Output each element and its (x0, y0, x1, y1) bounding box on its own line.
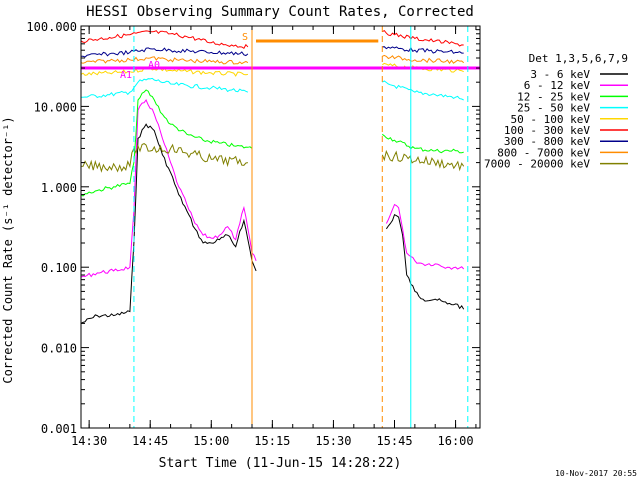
legend-entry-label: 3 - 6 keV (530, 68, 590, 81)
chart-title: HESSI Observing Summary Count Rates, Cor… (86, 4, 474, 20)
annotation-label-a1: A1 (120, 70, 132, 81)
x-tick-label: 15:45 (376, 434, 412, 448)
legend-title: Det 1,3,5,6,7,9 (529, 52, 628, 65)
legend-entry-label: 50 - 100 keV (511, 113, 591, 126)
legend-entry-label: 7000 - 20000 keV (484, 158, 590, 171)
series-line-7000-20000-kev (80, 143, 465, 173)
series-line-12-25-kev (80, 89, 464, 197)
y-tick-label: 1.000 (41, 181, 77, 195)
x-tick-label: 16:00 (438, 434, 474, 448)
x-tick-label: 15:15 (254, 434, 290, 448)
series-line-50-100-kev (80, 62, 464, 77)
y-tick-label: 0.010 (41, 342, 77, 356)
x-tick-label: 14:45 (132, 434, 168, 448)
legend-entry-label: 6 - 12 keV (524, 79, 591, 92)
legend-entry-label: 800 - 7000 keV (497, 146, 590, 159)
y-axis-label: Corrected Count Rate (s⁻¹ detector⁻¹) (1, 116, 15, 383)
series-line-6-12-kev (80, 99, 465, 278)
series-line-100-300-kev (80, 29, 464, 50)
legend-entry-label: 100 - 300 keV (504, 124, 590, 137)
y-tick-label: 0.001 (41, 422, 77, 436)
legend-entry-label: 25 - 50 keV (517, 102, 590, 115)
axes: 0.001 0.010 0.100 1.000 10.000 100.000 14:30 14… (26, 20, 481, 448)
series-line-800-7000-kev (80, 54, 465, 65)
annotation-label-s: S (242, 32, 248, 43)
y-tick-label: 0.100 (41, 261, 77, 275)
x-axis-label: Start Time (11-Jun-15 14:28:22) (159, 456, 402, 471)
x-tick-label: 15:00 (193, 434, 229, 448)
legend-entry-label: 12 - 25 keV (517, 90, 590, 103)
plot-area: A1 A0 S (80, 26, 480, 428)
legend-entry-label: 300 - 800 keV (504, 135, 590, 148)
series-line-25-50-kev (81, 77, 464, 101)
series-line-300-800-kev (80, 46, 464, 58)
plot-frame (80, 25, 481, 429)
y-tick-label: 10.000 (34, 100, 77, 114)
x-tick-label: 15:30 (315, 434, 351, 448)
footer-timestamp: 10-Nov-2017 20:55 (555, 469, 637, 478)
annotation-label-a0: A0 (148, 60, 160, 71)
y-tick-label: 100.000 (26, 20, 77, 34)
x-tick-label: 14:30 (71, 434, 107, 448)
series-line-3-6-kev (80, 123, 465, 324)
